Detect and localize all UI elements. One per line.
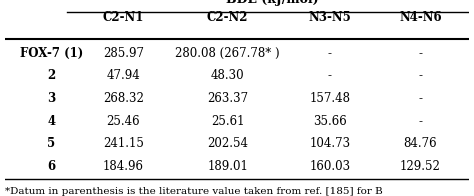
Text: 280.08 (267.78* ): 280.08 (267.78* ) [175,47,280,60]
Text: 184.96: 184.96 [103,160,144,173]
Text: *Datum in parenthesis is the literature value taken from ref. [185] for B: *Datum in parenthesis is the literature … [5,187,383,196]
Text: -: - [328,47,332,60]
Text: N3-N5: N3-N5 [309,11,351,24]
Text: 5: 5 [47,137,55,150]
Text: 241.15: 241.15 [103,137,144,150]
Text: 268.32: 268.32 [103,92,144,105]
Text: BDE (kJ/mol): BDE (kJ/mol) [226,0,318,6]
Text: 189.01: 189.01 [207,160,248,173]
Text: 285.97: 285.97 [103,47,144,60]
Text: 84.76: 84.76 [404,137,438,150]
Text: 25.46: 25.46 [106,115,140,128]
Text: 48.30: 48.30 [211,69,245,83]
Text: 160.03: 160.03 [310,160,350,173]
Text: -: - [419,47,422,60]
Text: N4-N6: N4-N6 [399,11,442,24]
Text: 47.94: 47.94 [106,69,140,83]
Text: 2: 2 [47,69,55,83]
Text: 3: 3 [47,92,55,105]
Text: 157.48: 157.48 [310,92,350,105]
Text: 4: 4 [47,115,55,128]
Text: -: - [419,69,422,83]
Text: FOX-7 (1): FOX-7 (1) [19,47,83,60]
Text: -: - [419,115,422,128]
Text: C2-N1: C2-N1 [102,11,144,24]
Text: 202.54: 202.54 [207,137,248,150]
Text: 25.61: 25.61 [211,115,245,128]
Text: 263.37: 263.37 [207,92,248,105]
Text: -: - [419,92,422,105]
Text: 6: 6 [47,160,55,173]
Text: -: - [328,69,332,83]
Text: 104.73: 104.73 [310,137,350,150]
Text: 129.52: 129.52 [400,160,441,173]
Text: 35.66: 35.66 [313,115,347,128]
Text: C2-N2: C2-N2 [207,11,248,24]
